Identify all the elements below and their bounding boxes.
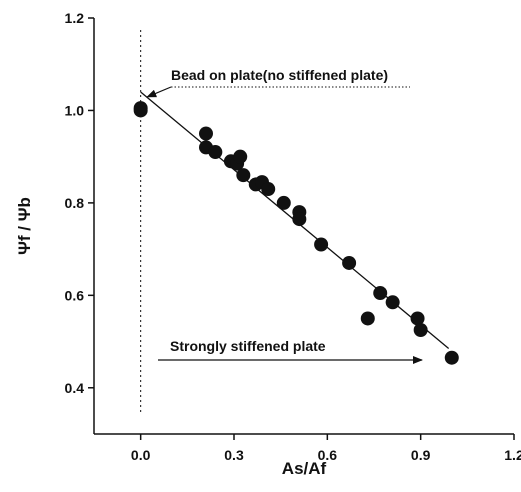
data-point — [292, 212, 307, 227]
data-point — [410, 311, 425, 326]
data-point — [276, 195, 291, 210]
y-tick-label: 1.2 — [65, 10, 85, 26]
data-points — [133, 101, 459, 365]
data-point — [444, 350, 459, 365]
y-tick-label: 0.8 — [65, 195, 85, 211]
data-point — [385, 295, 400, 310]
data-point — [314, 237, 329, 252]
y-tick-label: 0.4 — [65, 380, 85, 396]
x-axis-title: As/Af — [282, 459, 327, 478]
data-point — [342, 255, 357, 270]
y-axis-title: Ψf / Ψb — [15, 197, 34, 255]
data-point — [360, 311, 375, 326]
annotation-arrow — [146, 86, 172, 98]
x-axis-ticks: 0.0 0.3 0.6 0.9 1.2 — [131, 434, 521, 463]
y-tick-label: 0.6 — [65, 287, 85, 303]
data-point — [133, 101, 148, 116]
data-point — [208, 145, 223, 160]
x-tick-label: 0.9 — [411, 447, 431, 463]
data-point — [413, 323, 428, 337]
y-axis-ticks: 0.4 0.6 0.8 1.0 1.2 — [65, 10, 94, 396]
data-point — [236, 168, 251, 183]
data-point — [261, 182, 276, 197]
x-tick-label: 1.2 — [504, 447, 521, 463]
x-tick-label: 0.0 — [131, 447, 151, 463]
data-point — [199, 126, 213, 141]
data-point — [373, 286, 388, 301]
data-point — [233, 149, 248, 164]
annotation-strongly-stiffened: Strongly stiffened plate — [170, 338, 326, 354]
annotation-bead-on-plate: Bead on plate(no stiffened plate) — [171, 67, 388, 83]
x-tick-label: 0.3 — [224, 447, 244, 463]
x-tick-label: 0.6 — [318, 447, 338, 463]
y-tick-label: 1.0 — [65, 102, 85, 118]
